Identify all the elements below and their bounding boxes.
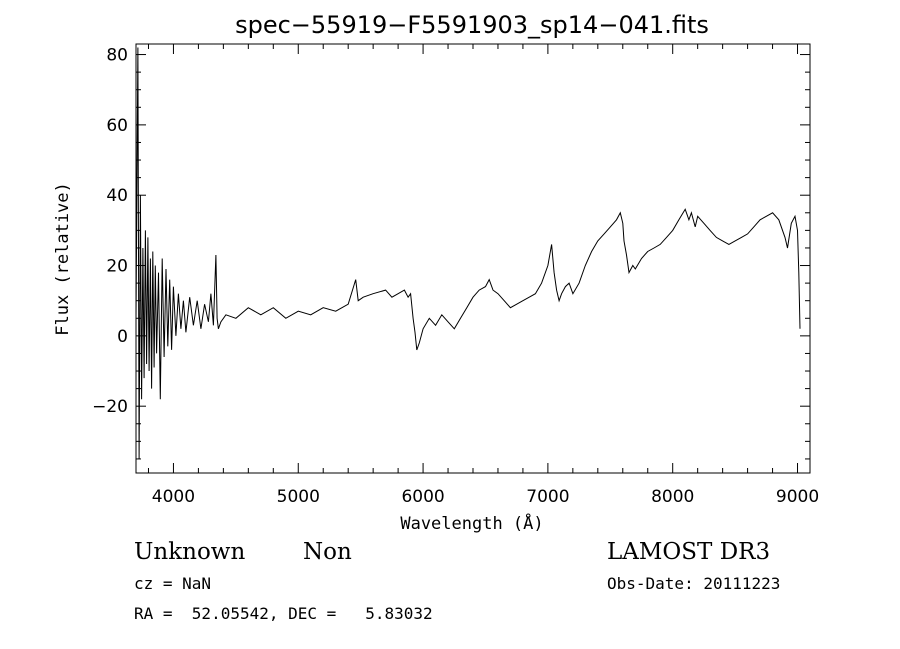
x-tick-label: 4000 [152, 487, 195, 507]
observation-date: Obs-Date: 20111223 [607, 574, 781, 593]
y-axis-label: Flux (relative) [53, 182, 73, 336]
plot-frame [135, 43, 811, 474]
x-tick-labels: 4000 5000 6000 7000 8000 9000 [152, 487, 819, 507]
y-tick-label: 40 [106, 186, 128, 206]
y-tick-labels: −20 0 20 40 60 80 [92, 46, 128, 418]
x-tick-label: 6000 [401, 487, 444, 507]
x-tick-label: 8000 [651, 487, 694, 507]
survey-name: LAMOST DR3 [607, 539, 771, 565]
y-tick-label: −20 [92, 397, 128, 417]
chart-title: spec−55919−F5591903_sp14−041.fits [235, 11, 709, 39]
object-type: Unknown [134, 539, 246, 565]
y-tick-label: 80 [106, 46, 128, 66]
y-tick-label: 60 [106, 116, 128, 136]
x-axis-label: Wavelength (Å) [400, 512, 543, 534]
coordinates: RA = 52.05542, DEC = 5.83032 [134, 604, 433, 623]
x-tick-label: 7000 [526, 487, 569, 507]
y-tick-label: 20 [106, 257, 128, 277]
x-tick-label: 9000 [776, 487, 819, 507]
spectrum-line [135, 47, 801, 459]
y-tick-label: 0 [117, 327, 128, 347]
redshift-value: cz = NaN [134, 574, 212, 593]
axis-ticks [136, 44, 810, 473]
object-subclass: Non [303, 539, 352, 565]
x-tick-label: 5000 [277, 487, 320, 507]
